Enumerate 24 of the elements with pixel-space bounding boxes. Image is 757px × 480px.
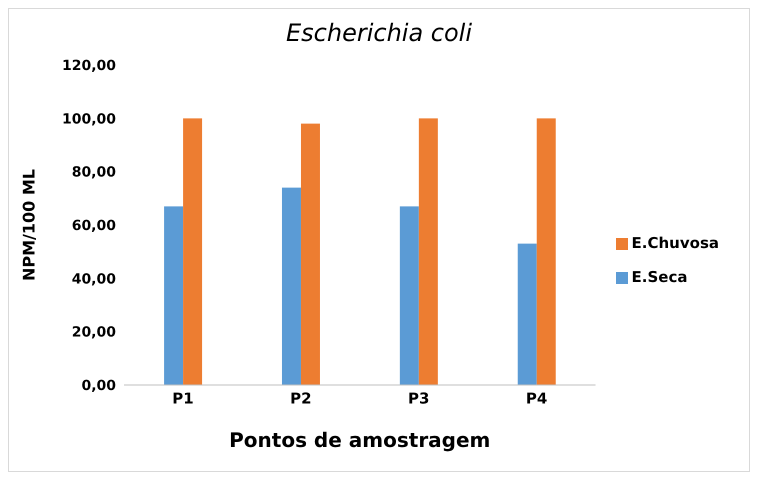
chart-title: Escherichia coli: [285, 19, 473, 49]
x-axis-title: Pontos de amostragem: [229, 428, 490, 452]
bar: [183, 118, 202, 385]
x-tick-label: P1: [172, 390, 194, 408]
y-tick-label: 0,00: [81, 378, 116, 394]
bar: [400, 206, 419, 385]
y-tick-label: 80,00: [72, 164, 116, 181]
y-tick-label: 40,00: [72, 271, 116, 288]
legend-label: E.Seca: [632, 268, 688, 286]
y-tick-label: 100,00: [62, 111, 116, 128]
y-tick-label: 120,00: [62, 58, 116, 74]
bar: [300, 124, 320, 385]
bar: [282, 188, 301, 385]
x-tick-label: P2: [290, 390, 312, 408]
x-tick-label: P4: [526, 390, 548, 408]
y-tick-label: 60,00: [72, 218, 116, 234]
y-axis-title: NPM/100 ML: [20, 169, 39, 281]
legend-label: E.Chuvosa: [632, 234, 719, 252]
x-tick-label: P3: [408, 390, 430, 408]
bar: [418, 118, 438, 385]
bar: [164, 206, 184, 385]
y-tick-label: 20,00: [72, 324, 116, 341]
bar: [536, 118, 556, 385]
bar: [518, 244, 537, 385]
